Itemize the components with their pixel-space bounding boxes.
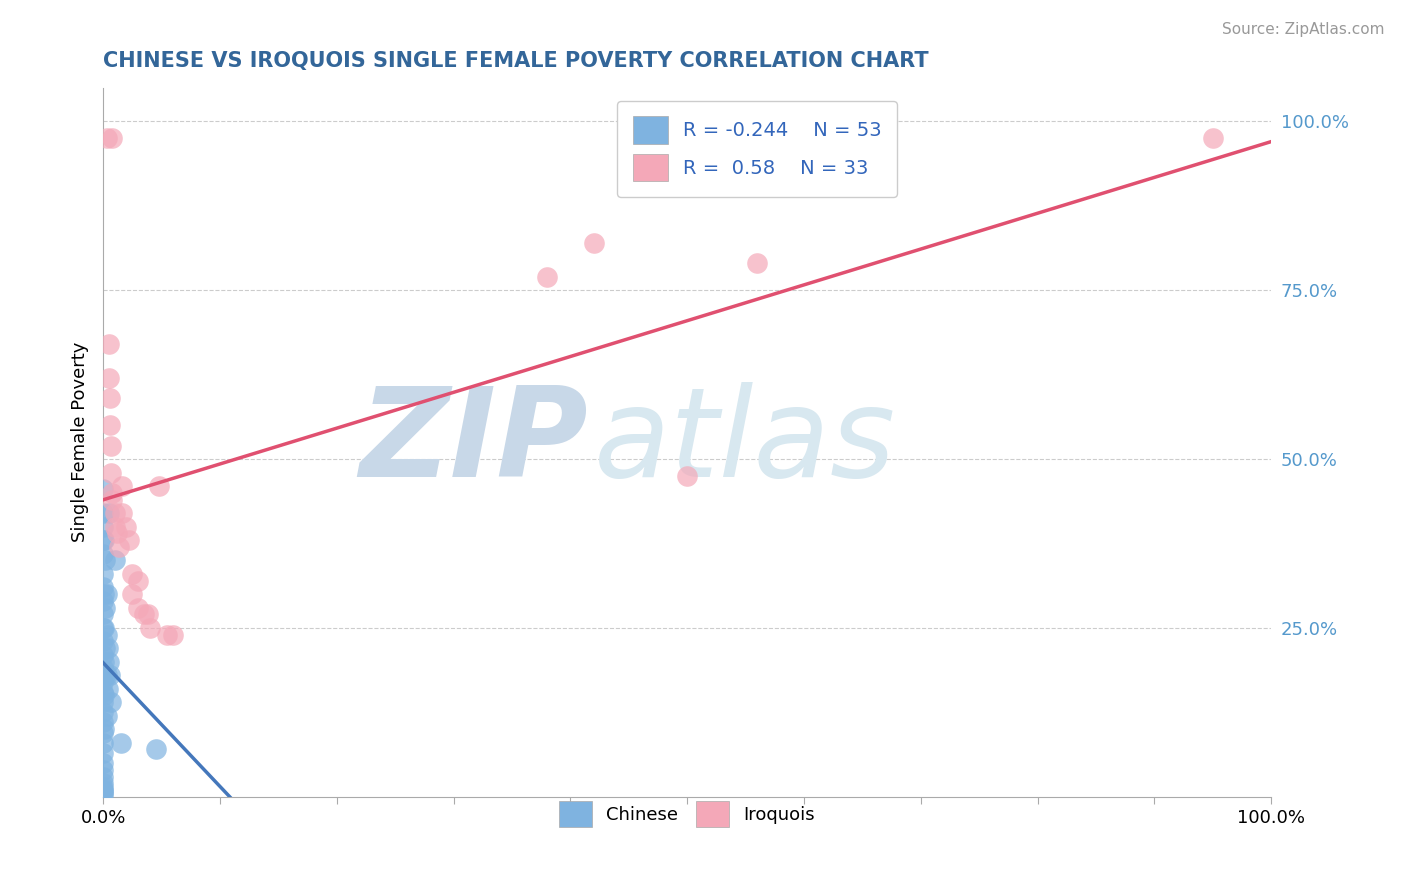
Point <box>91 621 114 635</box>
Point <box>127 600 149 615</box>
Point <box>91 685 114 699</box>
Point <box>111 506 134 520</box>
Point <box>93 533 115 547</box>
Point <box>136 607 159 622</box>
Point <box>91 776 114 790</box>
Point <box>96 587 118 601</box>
Point <box>91 770 114 784</box>
Point <box>118 533 141 547</box>
Point <box>91 736 114 750</box>
Point <box>100 695 122 709</box>
Point <box>121 587 143 601</box>
Point <box>115 519 138 533</box>
Point <box>91 661 114 675</box>
Point <box>162 628 184 642</box>
Point <box>96 668 118 682</box>
Point <box>91 786 114 800</box>
Point <box>91 506 114 520</box>
Point <box>101 492 124 507</box>
Point <box>93 723 115 737</box>
Point <box>91 715 114 730</box>
Point <box>110 736 132 750</box>
Point <box>91 580 114 594</box>
Point <box>91 783 114 797</box>
Point <box>91 788 114 802</box>
Point <box>676 469 699 483</box>
Point <box>91 695 114 709</box>
Point <box>145 742 167 756</box>
Point <box>91 547 114 561</box>
Point <box>747 256 769 270</box>
Point <box>91 648 114 662</box>
Point <box>104 553 127 567</box>
Point <box>93 587 115 601</box>
Point <box>127 574 149 588</box>
Point <box>91 756 114 770</box>
Point <box>582 235 605 250</box>
Point <box>98 668 121 682</box>
Point <box>98 337 121 351</box>
Point <box>1202 131 1225 145</box>
Point <box>91 675 114 690</box>
Point <box>111 479 134 493</box>
Point <box>100 438 122 452</box>
Point <box>91 725 114 739</box>
Point <box>91 634 114 648</box>
Point <box>93 689 115 703</box>
Point <box>91 763 114 777</box>
Point <box>97 681 120 696</box>
Point <box>91 784 114 798</box>
Point <box>96 628 118 642</box>
Point <box>91 706 114 720</box>
Point <box>536 269 558 284</box>
Text: CHINESE VS IROQUOIS SINGLE FEMALE POVERTY CORRELATION CHART: CHINESE VS IROQUOIS SINGLE FEMALE POVERT… <box>103 51 929 70</box>
Point <box>96 708 118 723</box>
Point <box>93 621 115 635</box>
Point <box>91 607 114 622</box>
Point <box>98 418 121 433</box>
Point <box>94 553 117 567</box>
Point <box>101 131 124 145</box>
Point <box>139 621 162 635</box>
Point <box>91 780 114 794</box>
Point <box>91 483 114 497</box>
Point <box>98 371 121 385</box>
Point <box>93 655 115 669</box>
Point <box>98 655 121 669</box>
Point <box>156 628 179 642</box>
Point <box>98 391 121 405</box>
Point <box>91 746 114 760</box>
Point <box>91 594 114 608</box>
Point <box>91 519 114 533</box>
Point <box>105 526 128 541</box>
Legend: Chinese, Iroquois: Chinese, Iroquois <box>553 794 823 834</box>
Point <box>121 566 143 581</box>
Point <box>108 540 131 554</box>
Point <box>104 506 127 520</box>
Point <box>94 641 117 656</box>
Point <box>96 131 118 145</box>
Point <box>104 519 127 533</box>
Point <box>97 641 120 656</box>
Y-axis label: Single Female Poverty: Single Female Poverty <box>72 342 89 542</box>
Text: atlas: atlas <box>593 382 896 503</box>
Point <box>94 668 117 682</box>
Point <box>101 485 124 500</box>
Point <box>132 607 155 622</box>
Point <box>94 600 117 615</box>
Point <box>98 506 121 520</box>
Text: Source: ZipAtlas.com: Source: ZipAtlas.com <box>1222 22 1385 37</box>
Point <box>91 566 114 581</box>
Point <box>91 533 114 547</box>
Point <box>100 466 122 480</box>
Point <box>148 479 170 493</box>
Text: ZIP: ZIP <box>359 382 588 503</box>
